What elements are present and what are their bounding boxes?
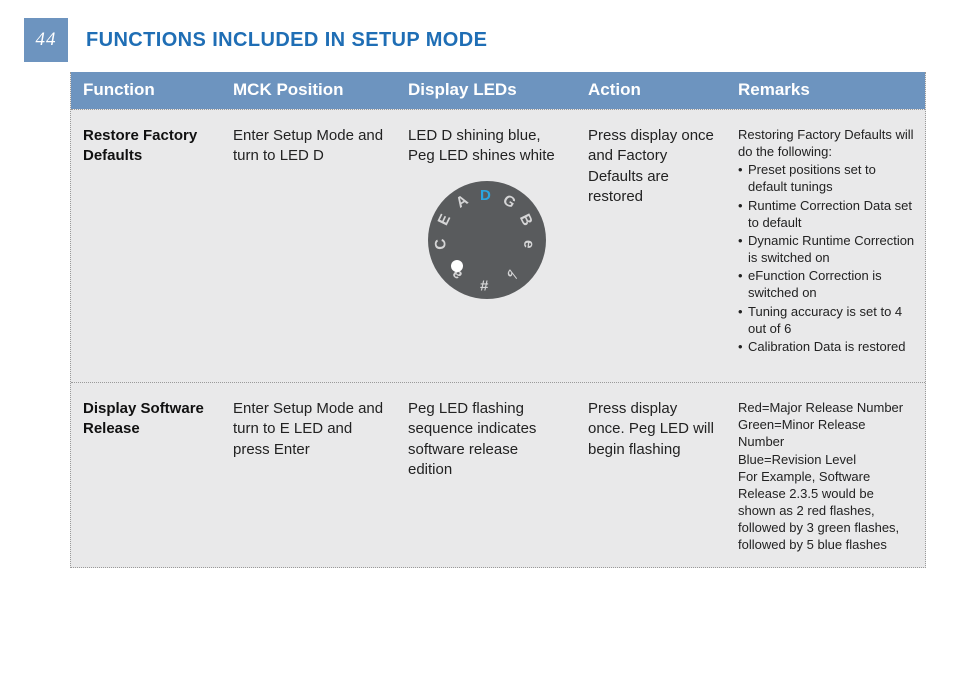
remarks-bullet-list: Preset positions set to default tuningsR… — [738, 161, 915, 355]
remarks-intro: Restoring Factory Defaults will do the f… — [738, 126, 915, 160]
cell-action: Press display once. Peg LED will begin f… — [576, 399, 726, 553]
dial-letter: ♭ — [502, 264, 520, 284]
page-number-box: 44 — [24, 18, 68, 62]
cell-mck: Enter Setup Mode and turn to E LED and p… — [221, 399, 396, 553]
cell-function: Restore Factory Defaults — [71, 126, 221, 356]
dial-letter: D — [480, 186, 491, 206]
col-header-remarks: Remarks — [726, 72, 925, 109]
col-header-mck: MCK Position — [221, 72, 396, 109]
remarks-bullet: Runtime Correction Data set to default — [738, 197, 915, 231]
remarks-bullet: eFunction Correction is switched on — [738, 267, 915, 301]
dial-letter: # — [480, 274, 488, 294]
dial-letter: e — [517, 239, 538, 249]
remarks-line: Red=Major Release Number — [738, 399, 915, 416]
table-row: Restore Factory Defaults Enter Setup Mod… — [71, 109, 925, 382]
remarks-line: Blue=Revision Level — [738, 451, 915, 468]
col-header-function: Function — [71, 72, 221, 109]
table-header-row: Function MCK Position Display LEDs Actio… — [71, 72, 925, 109]
table-row: Display Software Release Enter Setup Mod… — [71, 382, 925, 567]
cell-remarks: Restoring Factory Defaults will do the f… — [726, 126, 925, 356]
page-title: FUNCTIONS INCLUDED IN SETUP MODE — [86, 29, 487, 52]
dial-letter: A — [452, 191, 472, 214]
dial-letter: G — [499, 191, 520, 214]
remarks-bullet: Calibration Data is restored — [738, 338, 915, 355]
dial-letter: B — [513, 211, 536, 230]
mck-dial-graphic: DGBe♭#aCEA — [408, 181, 566, 299]
cell-function: Display Software Release — [71, 399, 221, 553]
remarks-bullet: Preset positions set to default tunings — [738, 161, 915, 195]
cell-remarks: Red=Major Release NumberGreen=Minor Rele… — [726, 399, 925, 553]
page-number: 44 — [36, 29, 57, 51]
cell-led: LED D shining blue, Peg LED shines white… — [396, 126, 576, 356]
cell-mck: Enter Setup Mode and turn to LED D — [221, 126, 396, 356]
setup-mode-table: Function MCK Position Display LEDs Actio… — [70, 72, 926, 568]
cell-action: Press display once and Factory Defaults … — [576, 126, 726, 356]
mck-dial-icon: DGBe♭#aCEA — [428, 181, 546, 299]
dial-letter: C — [431, 238, 452, 251]
page: 44 FUNCTIONS INCLUDED IN SETUP MODE Func… — [0, 0, 954, 586]
remarks-bullet: Tuning accuracy is set to 4 out of 6 — [738, 303, 915, 337]
led-text: LED D shining blue, Peg LED shines white — [408, 126, 566, 167]
cell-led: Peg LED flashing sequence indicates soft… — [396, 399, 576, 553]
remarks-line: For Example, Software Release 2.3.5 woul… — [738, 468, 915, 554]
page-header: 44 FUNCTIONS INCLUDED IN SETUP MODE — [24, 18, 926, 62]
remarks-bullet: Dynamic Runtime Correction is switched o… — [738, 232, 915, 266]
col-header-led: Display LEDs — [396, 72, 576, 109]
remarks-line: Green=Minor Release Number — [738, 416, 915, 450]
dial-letter: E — [434, 211, 457, 229]
col-header-action: Action — [576, 72, 726, 109]
